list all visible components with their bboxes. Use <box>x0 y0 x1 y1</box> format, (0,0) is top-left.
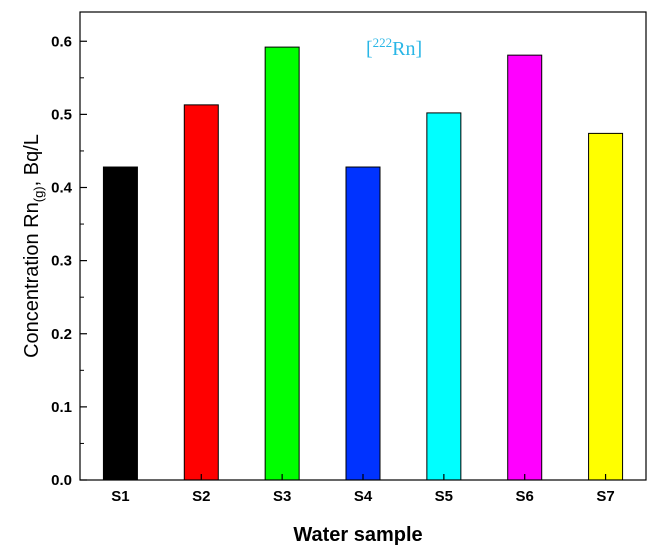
x-tick-label-s5: S5 <box>435 488 453 505</box>
x-tick-label-s3: S3 <box>273 488 291 505</box>
y-tick-label: 0.5 <box>51 106 72 123</box>
x-tick-label-s2: S2 <box>192 488 210 505</box>
plot-frame <box>79 11 647 481</box>
x-axis-title: Water sample <box>293 524 422 546</box>
annotation-element: Rn <box>392 38 415 60</box>
bar-s2 <box>183 104 219 481</box>
y-tick-label: 0.3 <box>51 253 72 270</box>
y-tick-label: 0.0 <box>51 472 72 489</box>
y-tick-label: 0.1 <box>51 399 72 416</box>
bar-s4 <box>345 166 381 481</box>
y-tick-label: 0.6 <box>51 33 72 50</box>
y-axis-title-main: Concentration Rn <box>21 202 43 358</box>
annotation-mass-number: 222 <box>373 35 393 50</box>
x-tick-label-s7: S7 <box>596 488 614 505</box>
y-axis-title-unit: , Bq/L <box>21 134 43 186</box>
annotation-close-bracket: ] <box>416 38 423 60</box>
bar-s1 <box>102 166 138 481</box>
x-tick-label-s4: S4 <box>354 488 373 505</box>
axis-ticks-group: S1 S2 S3 S4 S5 S6 S7 0.0 0.1 0.2 0.3 0.4 0.5 0.6 <box>51 33 615 505</box>
y-axis-title-subscript: (g) <box>31 186 46 202</box>
y-tick-label: 0.4 <box>51 180 73 197</box>
bar-s5 <box>426 112 462 481</box>
isotope-annotation: [222Rn] <box>366 35 422 60</box>
bars-group <box>102 46 624 481</box>
bar-s3 <box>264 46 300 481</box>
annotation-open-bracket: [ <box>366 38 373 60</box>
bar-s7 <box>588 132 624 481</box>
y-axis-title: Concentration Rn(g), Bq/L <box>21 134 46 358</box>
x-tick-label-s1: S1 <box>111 488 129 505</box>
bar-s6 <box>507 54 543 481</box>
x-tick-label-s6: S6 <box>516 488 534 505</box>
y-tick-label: 0.2 <box>51 326 72 343</box>
